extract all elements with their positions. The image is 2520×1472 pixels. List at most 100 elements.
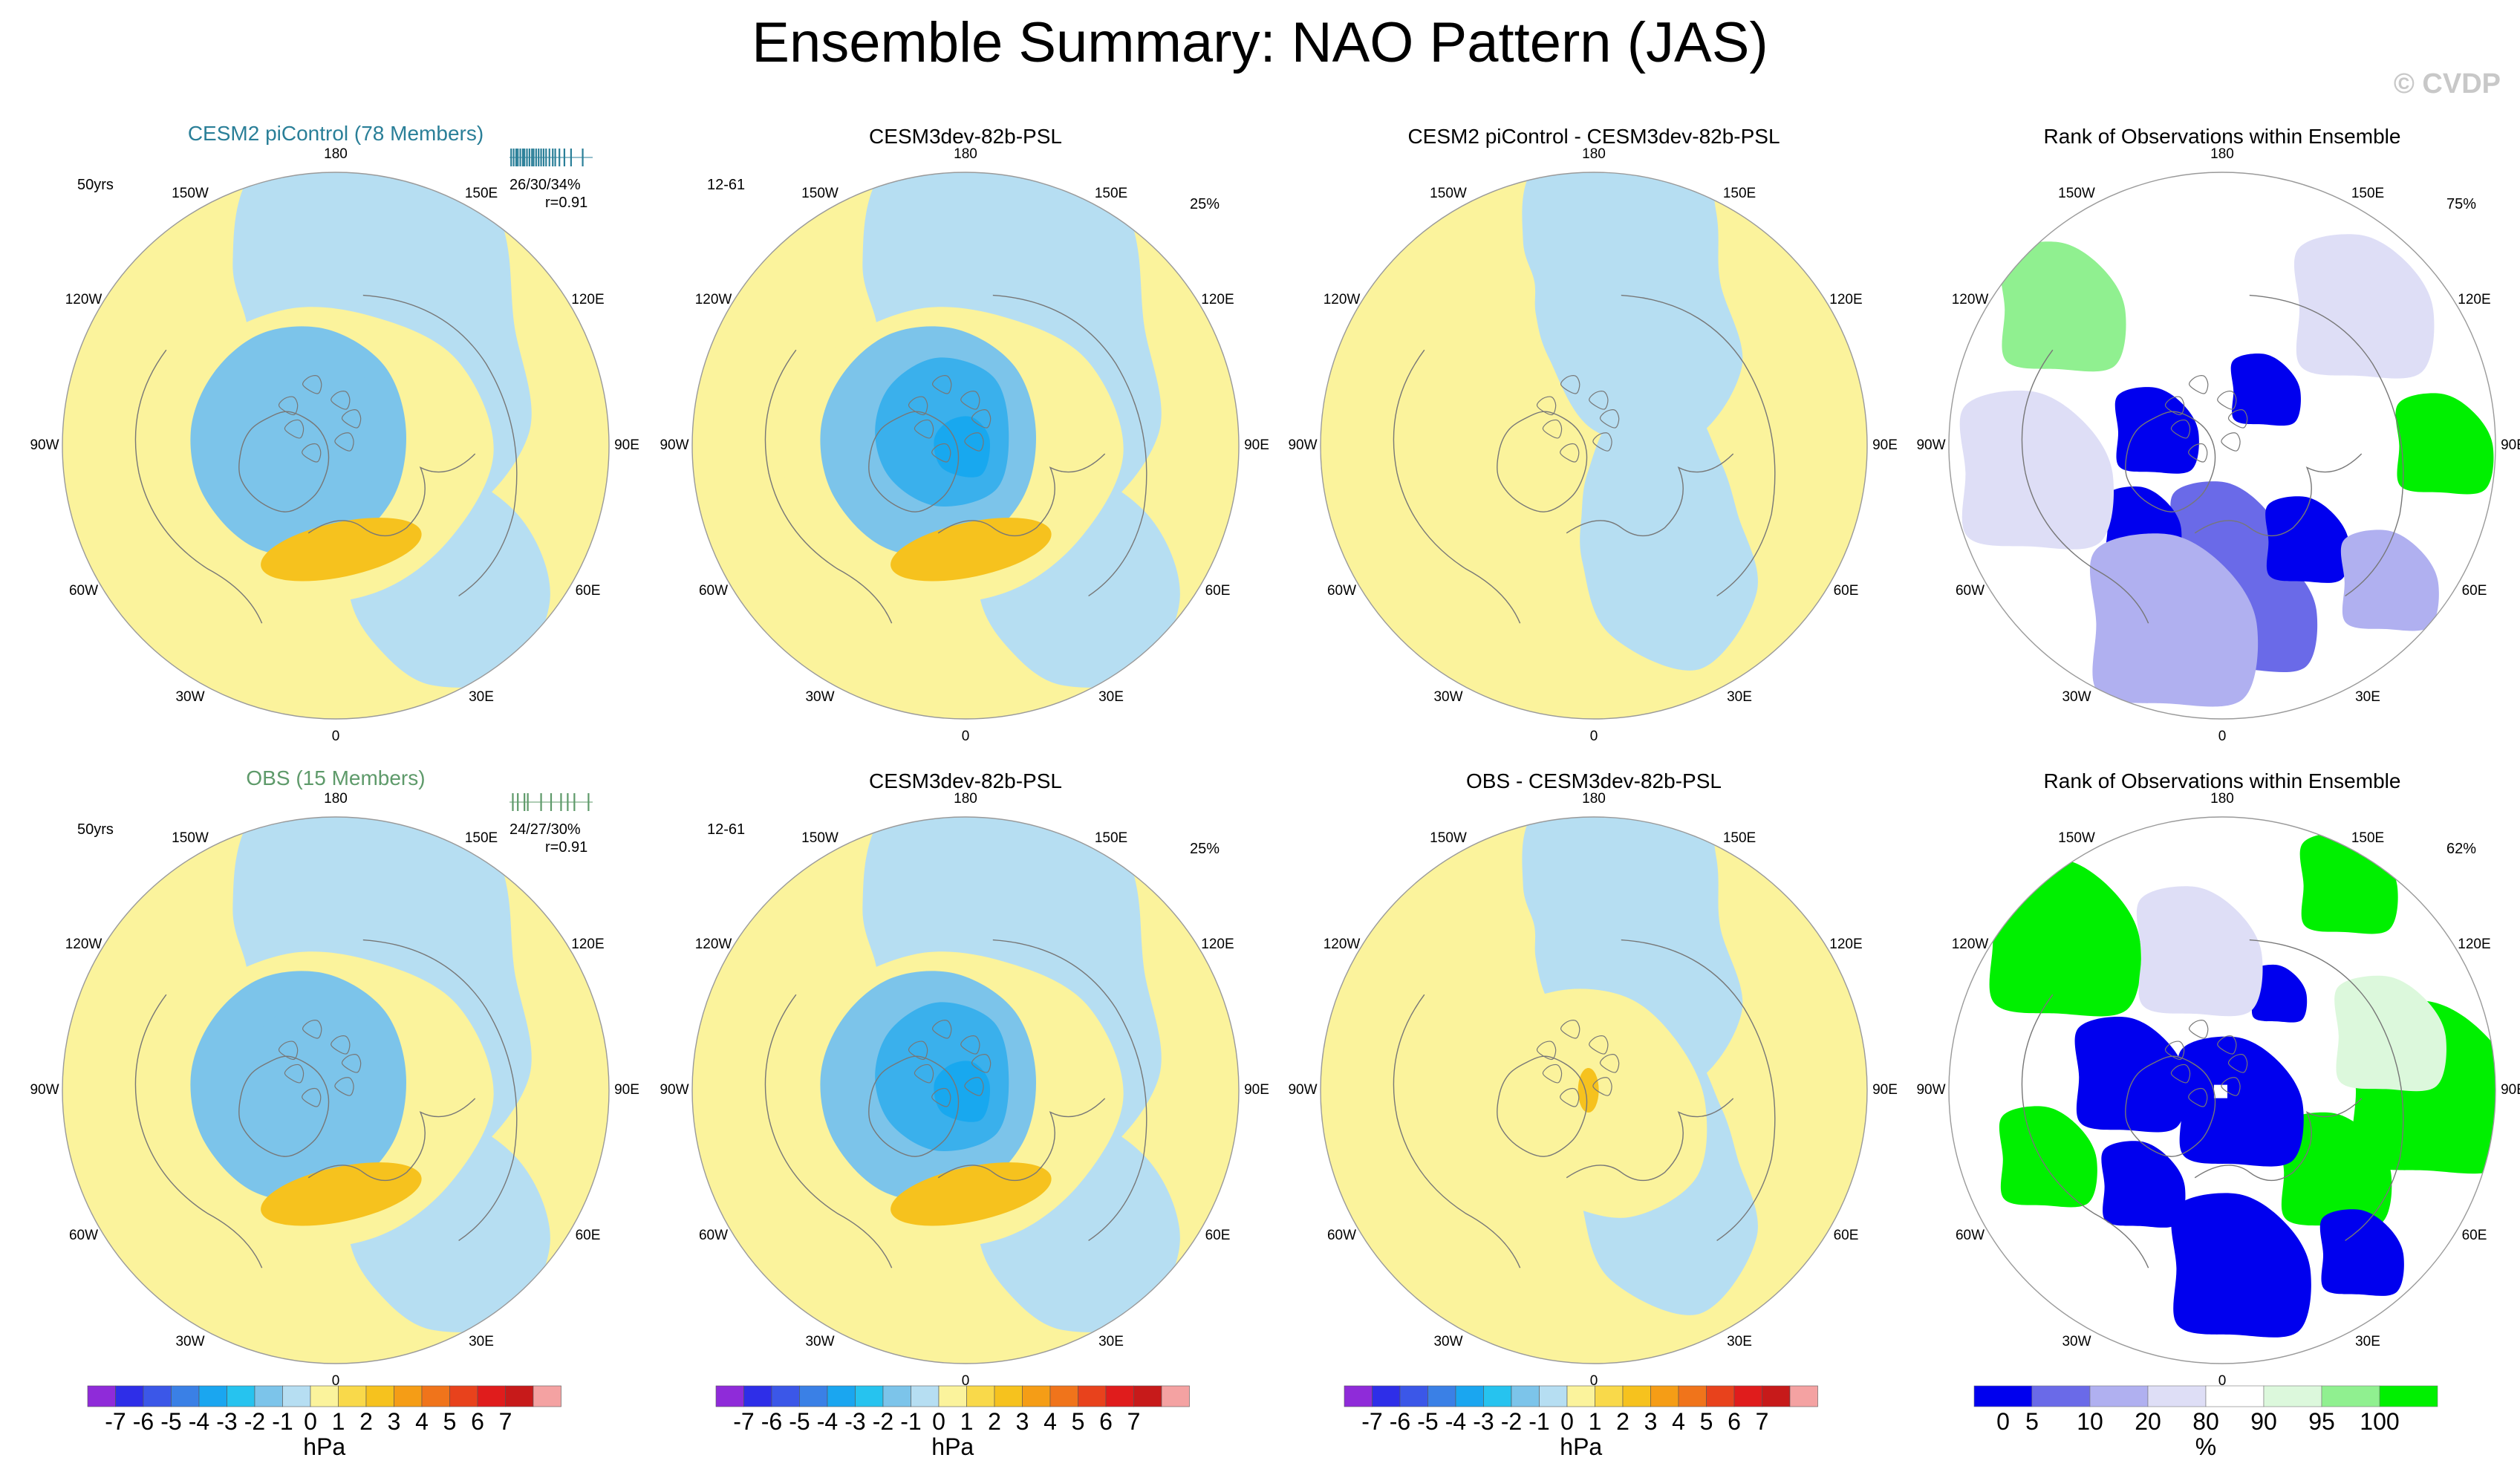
colorbar [1344,1385,1818,1407]
coast-greenland [238,1055,330,1157]
coast-asia [1621,294,1776,596]
colorbar-swatch [171,1385,200,1407]
colorbar-tick-label: 4 [415,1408,429,1435]
colorbar-swatch [2031,1385,2091,1407]
colorbar-tick-label: 4 [1044,1408,1057,1435]
coast-island [1560,375,1580,394]
coast-north-america [2021,994,2149,1269]
lon-label-60w: 60W [1955,583,1985,599]
coast-asia [362,294,518,596]
lon-label-150e: 150E [1722,830,1756,846]
lon-label-30e: 30E [1727,689,1752,706]
colorbar-tick-label: 10 [2077,1408,2103,1435]
colorbar-swatch [855,1385,884,1407]
lon-label-0: 0 [2218,1373,2227,1389]
coast-north-america [134,349,263,624]
colorbar [715,1385,1190,1407]
lon-label-90w: 90W [660,1082,689,1098]
panel-title: Rank of Observations within Ensemble [2043,125,2401,148]
lon-label-150w: 150W [1430,830,1467,846]
coast-europe [1566,453,1734,537]
lon-label-90w: 90W [30,1082,59,1098]
lon-label-120e: 120E [1829,292,1863,307]
panel-title: OBS - CESM3dev-82b-PSL [1466,769,1722,792]
colorbar-swatch [1595,1385,1624,1407]
coast-island [331,391,351,410]
lon-label-30w: 30W [1433,1334,1463,1350]
colorbar-tick-label: -3 [1473,1408,1494,1435]
lon-label-150e: 150E [1722,185,1756,201]
colorbar-swatch [1566,1385,1595,1407]
coast-europe [2194,453,2363,537]
variance-label: 75% [2446,196,2477,212]
colorbar-swatch [743,1385,772,1407]
lon-label-30e: 30E [1727,1334,1752,1350]
rank-region [1959,390,2114,550]
colorbar-swatch [143,1385,172,1407]
coast-island [1592,1077,1612,1096]
stats-label: 24/27/30% [509,821,581,838]
lon-label-30w: 30W [805,689,835,706]
lon-label-120e: 120E [571,292,605,307]
colorbar-tick-label: 7 [1755,1408,1769,1435]
colorbar-swatch [505,1385,534,1407]
rank-region [2319,1209,2404,1296]
coast-island [1599,1054,1620,1073]
lon-label-120w: 120W [1951,292,1989,307]
lon-label-90e: 90E [614,437,639,453]
colorbar-swatch [911,1385,940,1407]
panel-title: CESM3dev-82b-PSL [869,125,1062,148]
lon-label-90e: 90E [1872,437,1898,453]
lon-label-60e: 60E [2461,1228,2487,1243]
colorbar-swatch [449,1385,478,1407]
coast-island [2227,1054,2248,1073]
lon-label-120w: 120W [694,937,732,952]
colorbar-tick-label: -4 [816,1408,839,1435]
lon-label-150w: 150W [172,830,209,846]
coast-greenland [238,411,330,512]
lon-label-60w: 60W [68,583,99,599]
map-boundary [1948,816,2496,1364]
polar-map [62,816,610,1364]
panel-title: Rank of Observations within Ensemble [2043,769,2401,792]
coast-island [302,443,322,463]
lon-label-60e: 60E [2461,583,2487,599]
coast-island [1536,1041,1557,1061]
coast-island [2188,1087,2208,1107]
colorbar-swatch [1078,1385,1107,1407]
colorbar-tick-label: 20 [2135,1408,2161,1435]
lon-label-120e: 120E [1201,292,1234,307]
lon-label-150w: 150W [2058,830,2095,846]
rank-region [2089,533,2259,707]
coast-island [971,1054,992,1073]
lon-label-150w: 150W [172,185,209,201]
colorbar-tick-label: 0 [1996,1408,2010,1435]
colorbar-unit: hPa [931,1433,974,1460]
lon-label-150e: 150E [2351,185,2385,201]
panel-title: CESM2 piControl (78 Members) [187,122,484,145]
coast-island [284,1064,305,1084]
lon-label-120e: 120E [2458,292,2491,307]
coast-europe [937,453,1106,537]
colorbar-swatch [198,1385,227,1407]
coast-island [914,419,934,439]
rank-region [2114,387,2199,474]
colorbar-tick-label: 6 [1099,1408,1113,1435]
rank-region [2334,975,2446,1092]
lon-label-120e: 120E [2458,937,2491,952]
rank-region [1999,241,2126,372]
colorbar-swatch [1455,1385,1484,1407]
coast-asia [2249,294,2404,596]
colorbar-unit: % [2195,1433,2217,1460]
colorbar-tick-label: 0 [1560,1408,1574,1435]
rank-region [1999,1106,2097,1208]
lon-label-150w: 150W [801,185,839,201]
coast-island [960,391,980,410]
stats-label: 26/30/34% [509,177,581,193]
lon-label-30e: 30E [2355,689,2380,706]
lon-label-90e: 90E [1244,437,1269,453]
coast-island [2170,1064,2191,1084]
coast-europe [2194,1098,2363,1182]
lon-label-180: 180 [954,146,977,162]
colorbar-swatch [310,1385,339,1407]
